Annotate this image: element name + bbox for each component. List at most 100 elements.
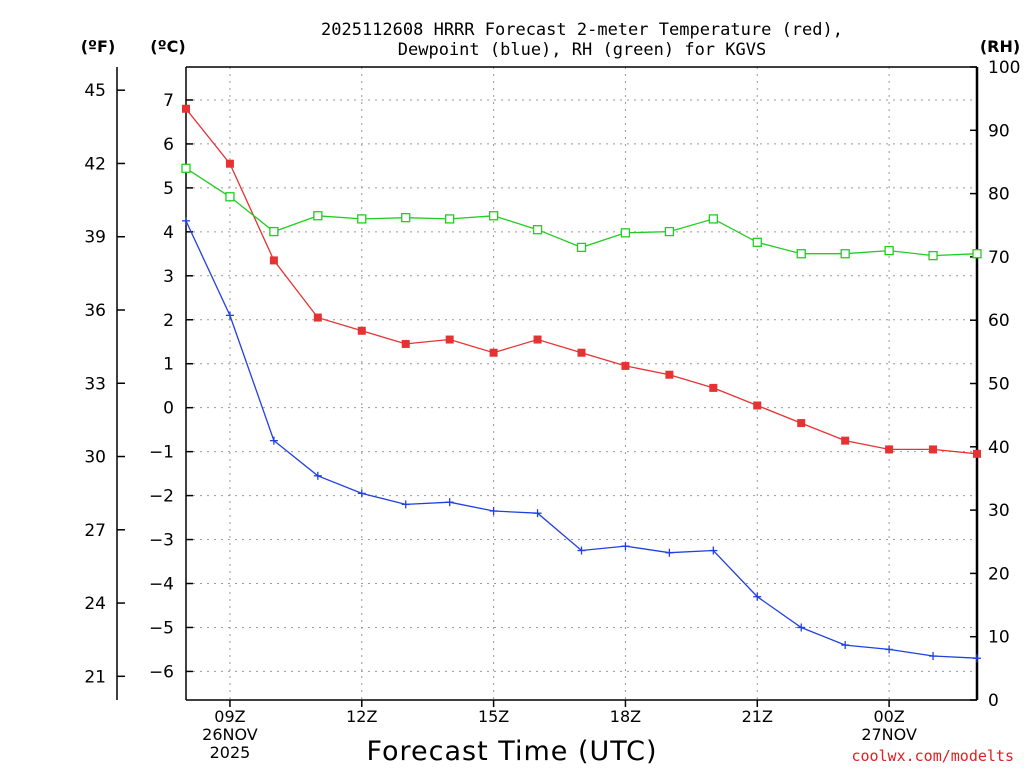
dewpoint-point [533,509,542,518]
dewpoint-point [929,652,938,661]
dewpoint-point [973,654,981,663]
rh-tick-label: 100 [988,58,1020,78]
rh-point [884,245,894,256]
rh-tick-label: 70 [988,248,1010,268]
x-tick-label: 18Z [610,707,641,726]
temperature-point [313,313,322,322]
rh-tick-label: 90 [988,121,1010,141]
tick-labels: 76543210−1−2−3−4−5−645423936333027242110… [84,58,1020,762]
temperature-point [401,339,410,348]
temperature-point [357,326,366,335]
x-axis-label: Forecast Time (UTC) [366,736,657,767]
celsius-tick-label: −6 [149,662,174,682]
temperature-point [489,348,498,357]
rh-point [532,225,543,235]
temperature-point [797,419,806,428]
celsius-tick-label: −2 [149,487,174,507]
dewpoint-point [182,216,190,225]
celsius-unit-label: (ºC) [150,37,185,56]
rh-point [445,214,455,224]
temperature-point [753,401,762,410]
x-tick-label: 15Z [478,707,509,726]
fahrenheit-tick-label: 24 [84,594,106,614]
fahrenheit-tick-label: 42 [84,154,106,174]
celsius-tick-label: −1 [149,443,174,463]
chart-title-line2: Dewpoint (blue), RH (green) for KGVS [398,40,766,60]
fahrenheit-tick-label: 21 [84,667,106,687]
rh-tick-label: 80 [988,185,1010,205]
celsius-tick-label: 4 [163,223,174,243]
dewpoint-point [357,489,366,498]
temperature-point [225,159,234,168]
rh-point [796,249,806,259]
temperature-point [929,445,938,454]
temperature-point [973,449,981,458]
dewpoint-point [885,645,894,654]
dewpoint-point [489,506,498,515]
celsius-tick-label: −4 [149,575,174,595]
rh-point [620,228,631,238]
fahrenheit-tick-label: 33 [84,374,106,394]
fahrenheit-tick-label: 39 [84,228,106,248]
rh-tick-label: 0 [988,691,999,711]
x-tick-label: 26NOV [202,725,258,744]
chart-title-line1: 2025112608 HRRR Forecast 2-meter Tempera… [321,20,843,40]
rh-point [928,250,938,261]
temperature-point [665,370,674,379]
rh-point [840,249,850,259]
rh-tick-label: 20 [988,564,1010,584]
fahrenheit-tick-label: 30 [84,448,106,468]
data-series [181,104,982,663]
x-tick-label: 09Z [214,707,245,726]
dewpoint-point [753,592,762,601]
temperature-point [621,361,630,370]
fahrenheit-unit-label: (ºF) [81,37,116,56]
rh-unit-label: (RH) [980,37,1020,56]
rh-point [488,211,499,221]
rh-tick-label: 10 [988,628,1010,648]
celsius-tick-label: 2 [163,311,174,331]
dewpoint-point [445,498,454,507]
dewpoint-point [401,500,410,509]
temperature-point [577,348,586,357]
rh-point [313,211,323,221]
temperature-point [182,104,190,113]
temperature-point [885,445,894,454]
dewpoint-point [709,546,718,555]
axes [116,66,979,707]
temperature-point [533,335,542,344]
fahrenheit-tick-label: 27 [84,521,106,541]
x-tick-label: 21Z [742,707,773,726]
rh-tick-label: 30 [988,501,1010,521]
rh-point [225,192,235,202]
rh-point [972,249,982,259]
celsius-tick-label: −3 [149,531,174,551]
rh-point [664,226,675,237]
gridlines [186,67,977,700]
dewpoint-point [621,542,630,551]
celsius-tick-label: 0 [163,399,174,419]
temperature-point [841,436,850,445]
x-tick-label: 12Z [346,707,377,726]
rh-tick-label: 40 [988,438,1010,458]
rh-point [357,214,367,224]
temperature-point [445,335,454,344]
x-tick-label: 27NOV [861,725,917,744]
rh-tick-label: 50 [988,375,1010,395]
celsius-tick-label: 6 [163,135,174,155]
rh-point [752,237,762,247]
fahrenheit-tick-label: 36 [84,301,106,321]
fahrenheit-tick-label: 45 [84,81,106,101]
rh-point [181,163,191,173]
temperature-point [269,256,278,265]
x-tick-label: 00Z [873,707,904,726]
credit-text: coolwx.com/modelts [851,747,1014,765]
dewpoint-point [269,436,278,445]
dewpoint-point [841,641,850,650]
rh-point [576,242,587,253]
temperature-point [709,383,718,392]
dewpoint-point [665,548,674,557]
dewpoint-point [797,623,806,632]
rh-point [401,213,411,223]
